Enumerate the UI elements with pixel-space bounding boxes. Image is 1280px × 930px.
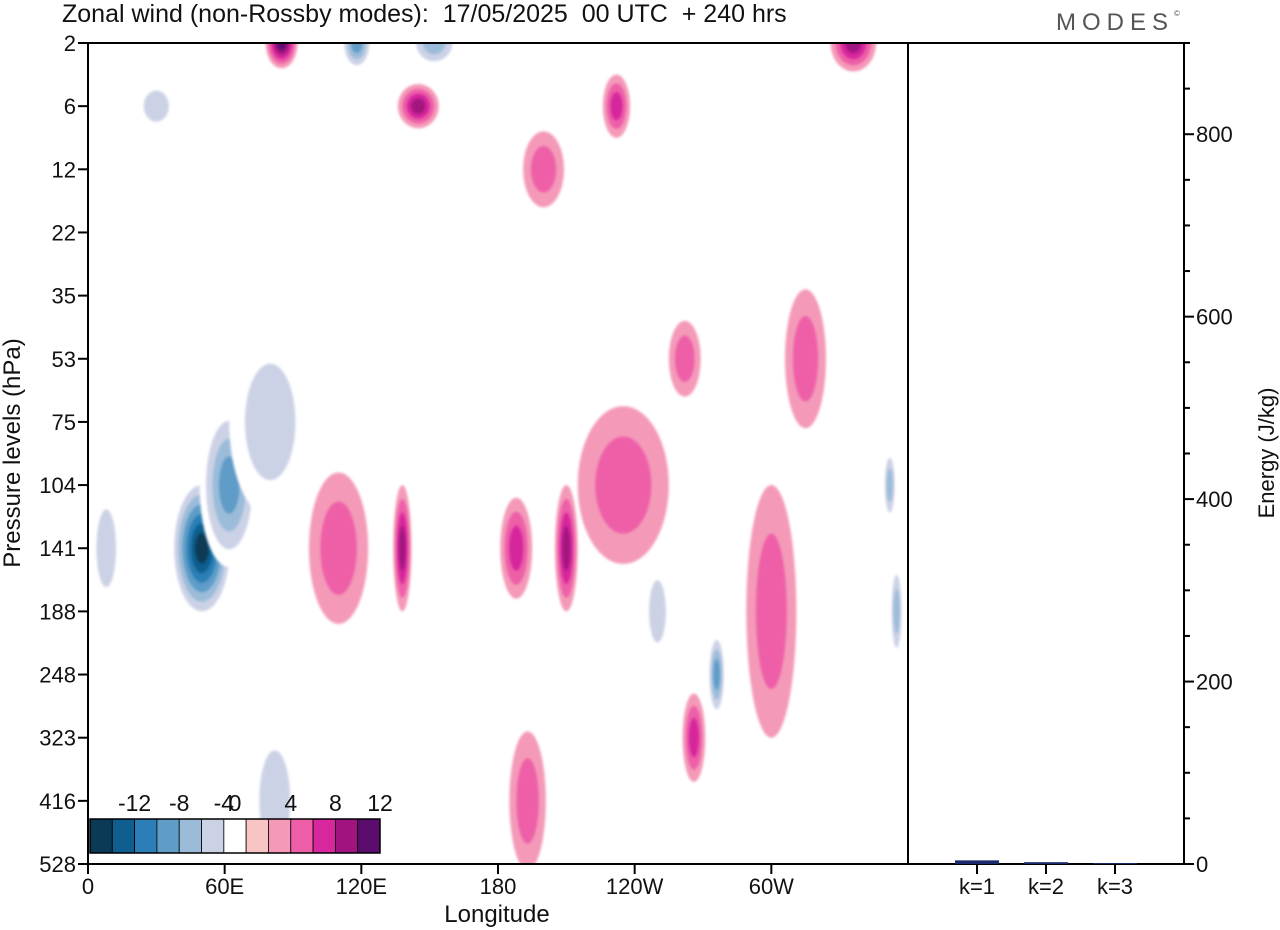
energy-bar (1093, 863, 1137, 864)
colorbar-label: 0 (229, 790, 242, 816)
brand-mark: © (1174, 9, 1180, 18)
y-tick-label: 75 (52, 410, 76, 435)
contour-blob (277, 43, 287, 51)
energy-panel-frame (907, 42, 1185, 865)
energy-tick-label: 200 (1196, 670, 1233, 695)
y-tick-label: 416 (39, 789, 76, 814)
colorbar-swatch (89, 818, 113, 854)
contour-blob (886, 468, 893, 502)
colorbar-swatch (245, 818, 269, 854)
energy-bar (1024, 862, 1068, 864)
colorbar-legend: -12 -8 -40 4 8 12 (89, 790, 393, 854)
colorbar-swatch (268, 818, 292, 854)
x-tick-label: 60W (749, 874, 794, 899)
y-tick-label: 528 (39, 852, 76, 877)
contour-blob (218, 456, 240, 514)
heatmap-axes: 0 60E 120E 180 120W 60W 2 6 12 22 35 53 75 104 141 188 2… (39, 31, 794, 899)
contour-blob (755, 533, 787, 690)
contour-blob (713, 659, 720, 690)
colorbar-swatch (223, 818, 247, 854)
x-tick-label: 120E (336, 874, 387, 899)
brand-logo: MODES© (1056, 9, 1180, 37)
contour-blob (423, 43, 446, 55)
energy-category-label: k=1 (959, 874, 995, 899)
colorbar-swatch (111, 818, 136, 854)
colorbar-swatch (312, 818, 336, 854)
y-tick-label: 2 (64, 31, 76, 56)
energy-tick-label: 400 (1196, 487, 1233, 512)
heatmap-field (90, 43, 904, 864)
y-axis-label: Pressure levels (hPa) (0, 338, 26, 567)
colorbar-swatch (201, 818, 225, 854)
contour-blob (195, 532, 209, 564)
energy-bar (955, 860, 999, 864)
contour-blob (562, 526, 571, 571)
contour-blob (674, 335, 695, 383)
y-tick-label: 188 (39, 599, 76, 624)
contour-blob (893, 588, 900, 634)
colorbar-swatch (156, 818, 180, 854)
y-tick-label: 6 (64, 94, 76, 119)
contour-blob (688, 718, 699, 758)
y-tick-label: 323 (39, 726, 76, 751)
contour-blob (143, 90, 169, 122)
colorbar-swatch (134, 818, 158, 854)
colorbar-swatch (178, 818, 202, 854)
energy-tick-label: 600 (1196, 305, 1233, 330)
x-axis-label: Longitude (444, 901, 549, 928)
brand-name: MODES (1056, 9, 1175, 36)
y-tick-label: 248 (39, 663, 76, 688)
energy-tick-label: 0 (1196, 852, 1208, 877)
energy-axes: 0 200 400 600 800 k=1 k=2 k=3 (959, 42, 1233, 899)
x-tick-label: 120W (606, 874, 664, 899)
x-tick-label: 0 (82, 874, 94, 899)
energy-axis-label: Energy (J/kg) (1254, 388, 1279, 519)
contour-blob (244, 363, 296, 481)
colorbar-label: 4 (284, 790, 297, 816)
colorbar-label: -4 (214, 790, 235, 816)
x-tick-label: 180 (480, 874, 517, 899)
contour-blob (96, 509, 117, 588)
y-tick-label: 35 (52, 284, 76, 309)
contour-blob (595, 436, 652, 534)
contour-blob (649, 580, 666, 643)
contour-blob (530, 145, 557, 193)
contour-blob (320, 501, 357, 595)
y-tick-label: 53 (52, 347, 76, 372)
contour-blob (351, 43, 363, 53)
contour-blob (845, 43, 862, 53)
y-tick-label: 12 (52, 157, 76, 182)
contour-blob (610, 92, 623, 121)
contour-blob (411, 98, 426, 114)
x-tick-label: 60E (205, 874, 244, 899)
contour-blob (792, 316, 819, 402)
colorbar-swatch (357, 818, 381, 854)
y-tick-label: 104 (39, 473, 76, 498)
chart-title: Zonal wind (non-Rossby modes): 17/05/202… (62, 0, 787, 28)
colorbar-label: -8 (169, 790, 189, 816)
energy-bars (955, 860, 1137, 864)
colorbar-label: 12 (367, 790, 393, 816)
energy-category-label: k=3 (1097, 874, 1133, 899)
colorbar-swatch (290, 818, 314, 854)
colorbar-label: -12 (118, 790, 151, 816)
colorbar-label: 8 (329, 790, 342, 816)
y-tick-label: 141 (39, 536, 76, 561)
contour-blob (516, 758, 539, 844)
colorbar-swatch (334, 818, 359, 854)
y-tick-label: 22 (52, 220, 76, 245)
contour-blob (509, 525, 524, 571)
contour-blob (399, 526, 406, 571)
energy-tick-label: 800 (1196, 122, 1233, 147)
energy-category-label: k=2 (1028, 874, 1064, 899)
colorbar-frame (89, 818, 381, 854)
